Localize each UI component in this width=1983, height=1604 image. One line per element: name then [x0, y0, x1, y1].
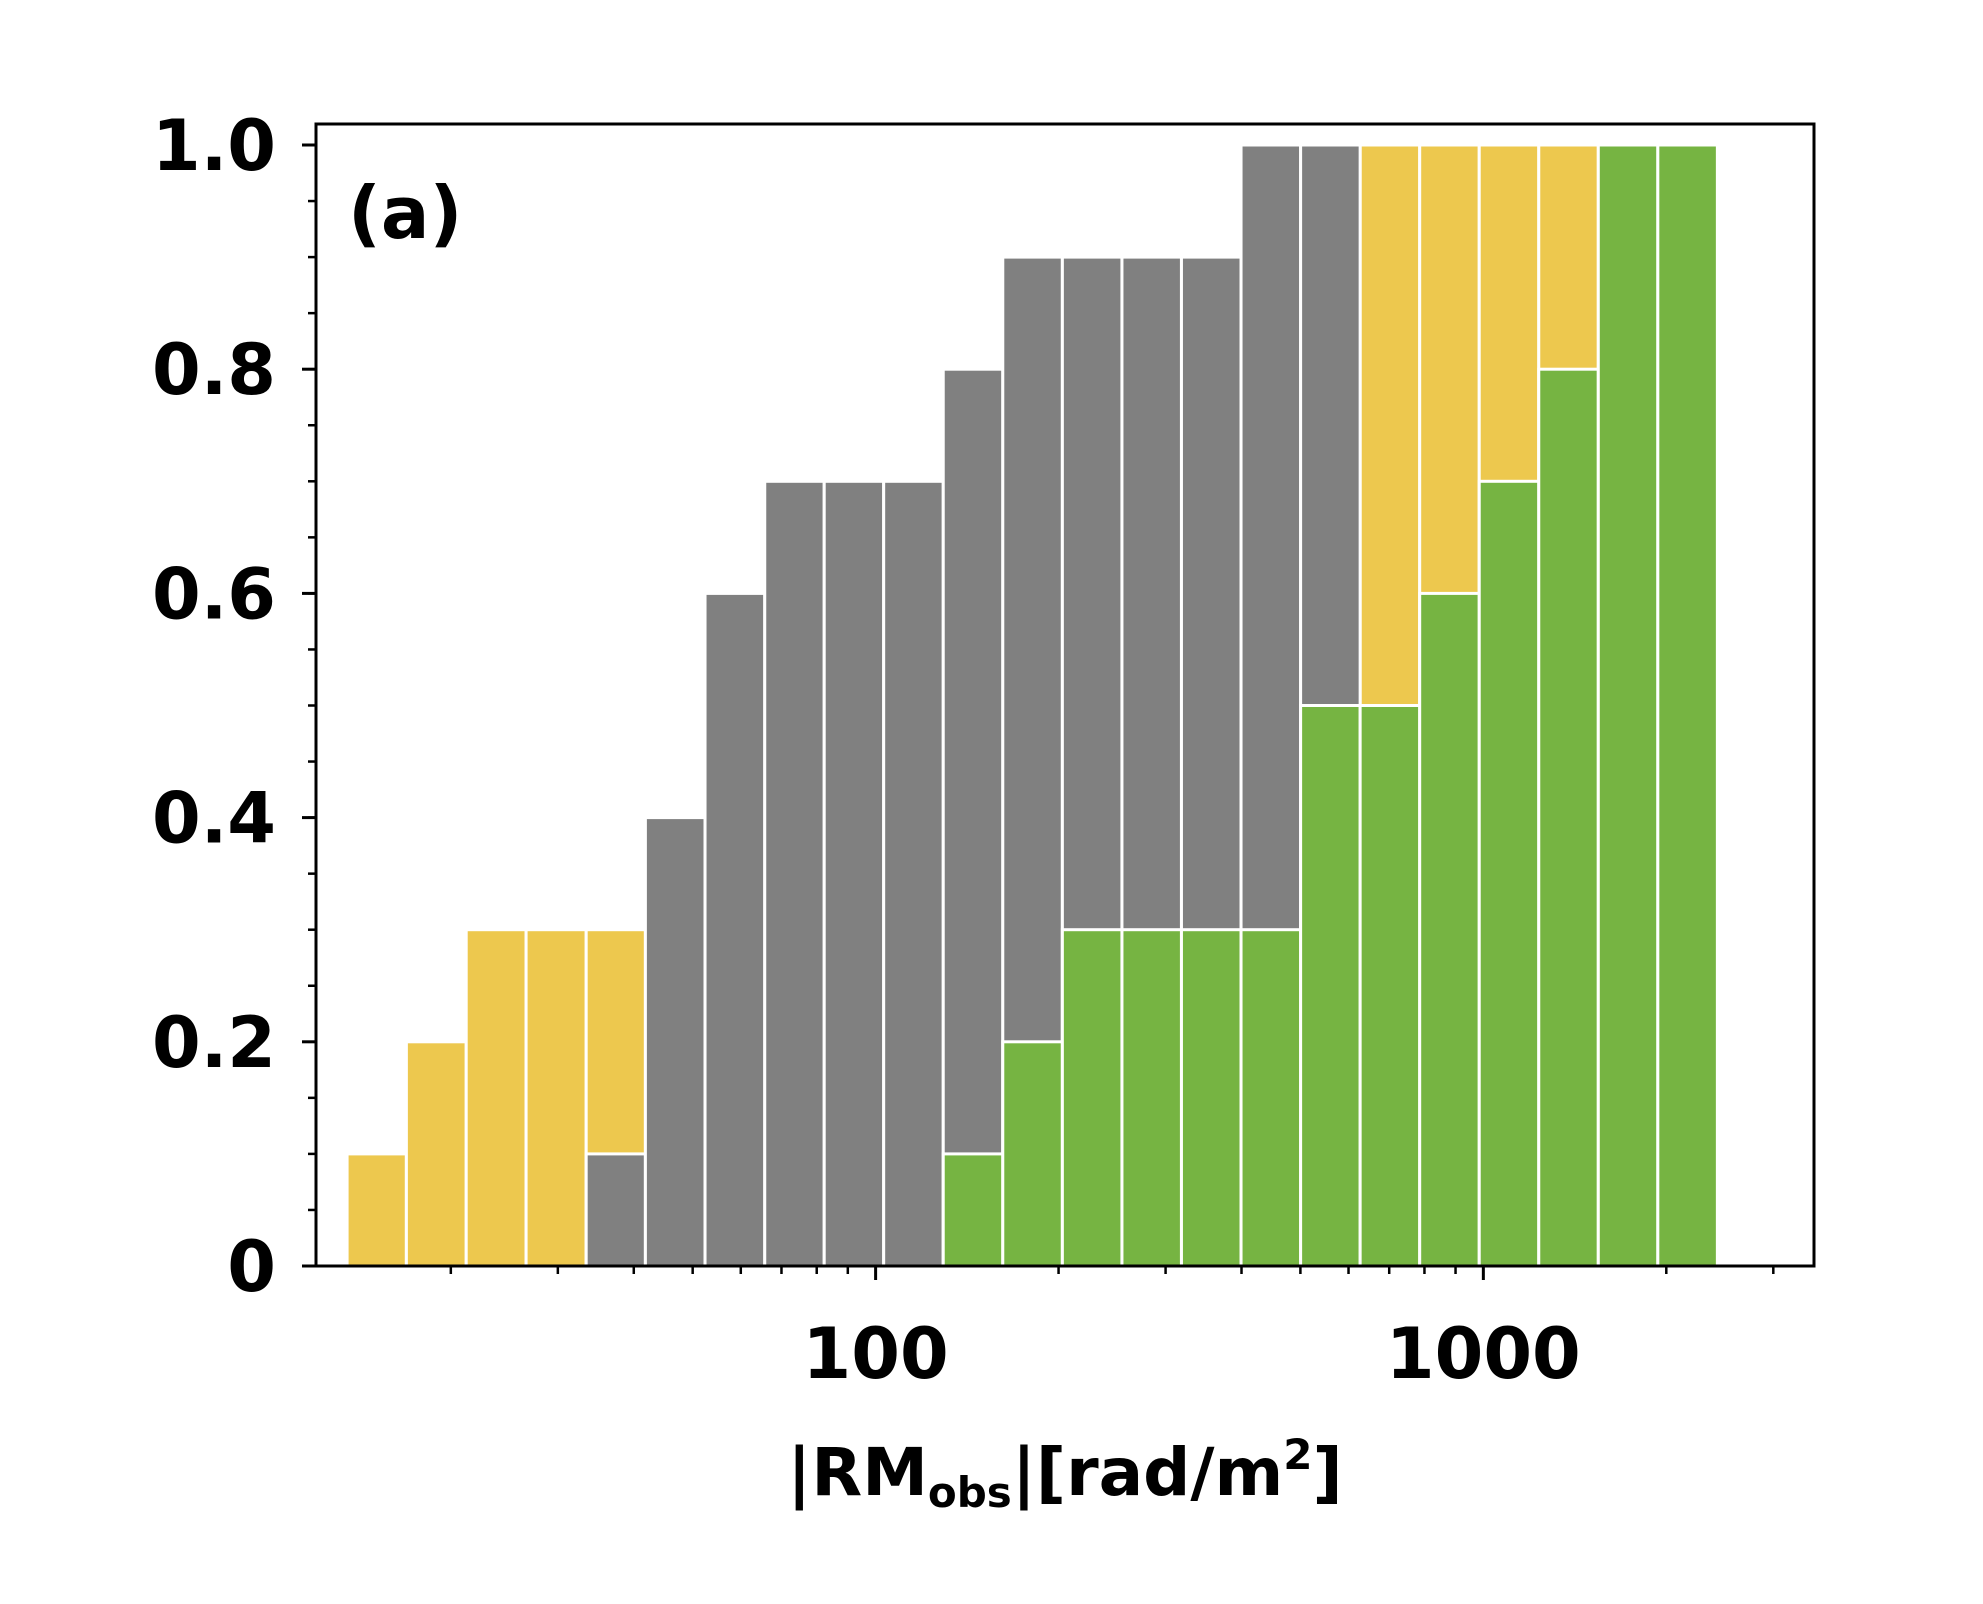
bar-series2-bin10 [941, 1152, 1005, 1268]
bar-series0-bin0 [345, 1152, 408, 1268]
panel-label: (a) [348, 171, 462, 255]
bar-series2-bin20 [1537, 367, 1600, 1268]
x-axis-label-middle: |[rad/m [1012, 1434, 1283, 1512]
bar-series2-bin17 [1358, 704, 1422, 1268]
x-tick-label: 1000 [1386, 1313, 1581, 1395]
bar-series1-bin9 [882, 479, 945, 1268]
x-axis-label: |RMobs|[rad/m2] [787, 1430, 1342, 1517]
bar-series1-bin10 [941, 367, 1005, 1268]
bar-series2-bin11 [1001, 1040, 1064, 1268]
bar-series2-bin16 [1299, 704, 1362, 1268]
y-tick-label: 0.6 [152, 553, 276, 635]
bar-series1-bin7 [763, 479, 826, 1268]
y-tick-label: 0.2 [152, 1002, 276, 1084]
ticks-layer: 0 0.2 0.4 0.6 0.8 1.0 100 1000 [152, 105, 1775, 1395]
y-tick-label: 0.4 [152, 778, 276, 860]
bar-series2-bin22 [1656, 143, 1719, 1268]
bars-layer [345, 143, 1719, 1268]
bar-series1-bin8 [822, 479, 886, 1268]
bar-series2-bin13 [1120, 928, 1183, 1268]
bar-series1-bin6 [703, 591, 767, 1268]
bar-series1-bin5 [643, 816, 707, 1268]
bar-series0-bin1 [404, 1040, 468, 1268]
x-axis-label-prefix: |RM [787, 1434, 928, 1512]
bar-series2-bin19 [1477, 479, 1541, 1268]
bar-series1-bin4 [584, 1152, 647, 1268]
x-axis-label-suffix: ] [1313, 1434, 1343, 1511]
bar-series2-bin14 [1179, 928, 1243, 1268]
bar-series2-bin15 [1239, 928, 1303, 1268]
y-tick-label: 0.8 [152, 329, 276, 411]
x-axis-label-subscript: obs [928, 1468, 1012, 1517]
x-axis-label-superscript: 2 [1283, 1430, 1312, 1479]
bar-series0-bin3 [524, 928, 588, 1268]
bar-series2-bin18 [1418, 591, 1481, 1268]
bar-series2-bin12 [1060, 928, 1124, 1268]
y-tick-label: 0 [227, 1226, 276, 1308]
x-tick-label: 100 [803, 1313, 949, 1395]
bar-series2-bin21 [1596, 143, 1660, 1268]
plot-frame [314, 122, 1816, 1268]
y-tick-label: 1.0 [152, 105, 276, 187]
bar-series0-bin2 [464, 928, 528, 1268]
